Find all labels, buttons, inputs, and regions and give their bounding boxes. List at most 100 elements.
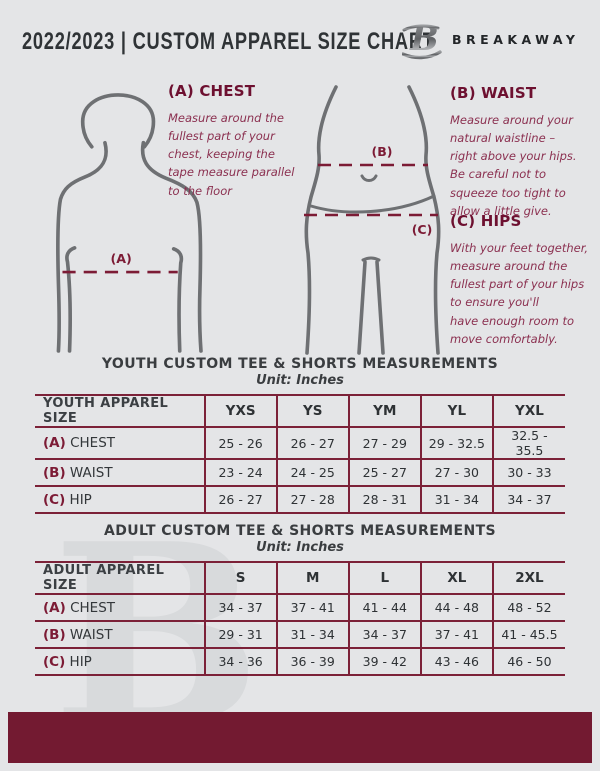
size-range-cell: 37 - 41 [419,621,493,648]
measurement-prefix: (C) [43,491,66,508]
upper-body-diagram: (A) [56,93,203,353]
size-range-cell: 29 - 31 [203,621,277,648]
size-row-header: ADULT APPAREL SIZE [43,563,165,593]
waist-description: Measure around your natural waistline – … [450,113,577,218]
adult-table-unit: Unit: Inches [256,540,344,555]
waist-instructions: (B) WAIST Measure around your natural wa… [450,84,578,220]
size-range-cell: 31 - 34 [275,621,349,648]
size-range-cell: 28 - 31 [347,486,421,513]
chest-line-label: (A) [110,251,131,266]
hips-line-label: (C) [412,222,433,237]
size-range-cell: 23 - 24 [203,459,277,486]
adult-size-section: ADULT CUSTOM TEE & SHORTS MEASUREMENTS U… [35,523,565,676]
table-row: (B) WAIST 29 - 31 31 - 34 34 - 37 37 - 41 41 … [35,621,565,648]
youth-size-table: YOUTH APPAREL SIZE YXS YS YM YL YXL (A) CHEST… [35,394,565,514]
adult-size-table: ADULT APPAREL SIZE S M L XL 2XL (A) CHEST 34 -… [35,561,565,676]
size-column-header: XL [419,562,493,594]
size-range-cell: 48 - 52 [491,594,565,621]
brand-name: BREAKAWAY [452,31,580,47]
size-column-header: YS [275,395,349,427]
hips-instructions: (C) HIPS With your feet together, measur… [450,212,590,348]
measurement-label: (B) WAIST [43,464,113,481]
size-range-cell: 27 - 29 [347,427,421,459]
chest-instructions: (A) CHEST Measure around the fullest par… [168,82,300,200]
measurement-prefix: (A) [43,435,66,451]
measurement-label: (A) CHEST [43,435,116,451]
page-title: 2022/2023 | CUSTOM APPAREL SIZE CHART [22,28,435,55]
waist-heading: (B) WAIST [450,84,537,102]
head-outline [80,93,156,149]
chest-description: Measure around the fullest part of your … [168,111,295,198]
size-range-cell: 29 - 32.5 [419,427,493,459]
size-range-cell: 41 - 44 [347,594,421,621]
size-column-header: YL [419,395,493,427]
measurement-label: (C) HIP [43,653,92,670]
waist-line-label: (B) [372,144,393,159]
size-range-cell: 25 - 26 [203,427,277,459]
brand-logo: B BREAKAWAY [402,18,579,60]
size-range-cell: 43 - 46 [419,648,493,675]
waist-hips-diagram: (B) (C) [304,85,441,355]
navel [360,174,378,182]
chest-heading: (A) CHEST [168,82,256,100]
size-range-cell: 24 - 25 [275,459,349,486]
size-range-cell: 34 - 37 [347,621,421,648]
size-column-header: YM [347,395,421,427]
footer-accent-bar [8,712,592,763]
size-range-cell: 32.5 - 35.5 [491,427,565,459]
size-range-cell: 37 - 41 [275,594,349,621]
size-column-header: YXL [491,395,565,427]
table-row: (C) HIP 34 - 36 36 - 39 39 - 42 43 - 46 46 - … [35,648,565,675]
size-range-cell: 34 - 37 [203,594,277,621]
youth-table-title: YOUTH CUSTOM TEE & SHORTS MEASUREMENTS [101,356,499,372]
size-range-cell: 27 - 28 [275,486,349,513]
table-row: (A) CHEST 34 - 37 37 - 41 41 - 44 44 - 48 48 … [35,594,565,621]
measurement-prefix: (B) [43,626,66,643]
size-range-cell: 31 - 34 [419,486,493,513]
table-row: (B) WAIST 23 - 24 24 - 25 25 - 27 27 - 30 30 … [35,459,565,486]
size-row-header: YOUTH APPAREL SIZE [43,396,169,426]
size-range-cell: 34 - 37 [491,486,565,513]
right-inner-leg [375,260,385,355]
measurement-label: (C) HIP [43,491,92,508]
size-range-cell: 36 - 39 [275,648,349,675]
size-range-cell: 39 - 42 [347,648,421,675]
torso-right-outline [407,85,441,355]
measurement-prefix: (A) [43,599,66,616]
size-column-header: S [203,562,277,594]
measurement-prefix: (C) [43,653,66,670]
size-range-cell: 46 - 50 [491,648,565,675]
breakaway-logo-icon: B [402,19,442,60]
size-column-header: 2XL [491,562,565,594]
crotch-line [361,256,381,262]
size-column-header: YXS [203,395,277,427]
youth-size-section: YOUTH CUSTOM TEE & SHORTS MEASUREMENTS U… [35,356,565,514]
youth-header-row: YOUTH APPAREL SIZE YXS YS YM YL YXL [35,395,565,427]
table-row: (A) CHEST 25 - 26 26 - 27 27 - 29 29 - 32.5 3… [35,427,565,459]
size-range-cell: 44 - 48 [419,594,493,621]
hips-heading: (C) HIPS [450,212,522,230]
adult-table-title: ADULT CUSTOM TEE & SHORTS MEASUREMENTS [104,523,496,539]
size-range-cell: 34 - 36 [203,648,277,675]
measurement-label: (A) CHEST [43,599,116,616]
size-range-cell: 30 - 33 [491,459,565,486]
left-armpit-torso [65,246,77,353]
size-range-cell: 25 - 27 [347,459,421,486]
size-range-cell: 41 - 45.5 [491,621,565,648]
hip-crease [309,194,436,214]
hips-description: With your feet together, measure around … [450,241,589,346]
measurement-label: (B) WAIST [43,626,113,643]
size-range-cell: 26 - 27 [275,427,349,459]
left-shoulder-arm [56,140,108,353]
size-column-header: M [275,562,349,594]
adult-header-row: ADULT APPAREL SIZE S M L XL 2XL [35,562,565,594]
size-column-header: L [347,562,421,594]
table-row: (C) HIP 26 - 27 27 - 28 28 - 31 31 - 34 34 - … [35,486,565,513]
size-range-cell: 26 - 27 [203,486,277,513]
torso-left-outline [304,85,338,355]
measurement-prefix: (B) [43,464,66,481]
size-range-cell: 27 - 30 [419,459,493,486]
youth-table-unit: Unit: Inches [256,373,344,388]
left-inner-leg [357,260,367,355]
